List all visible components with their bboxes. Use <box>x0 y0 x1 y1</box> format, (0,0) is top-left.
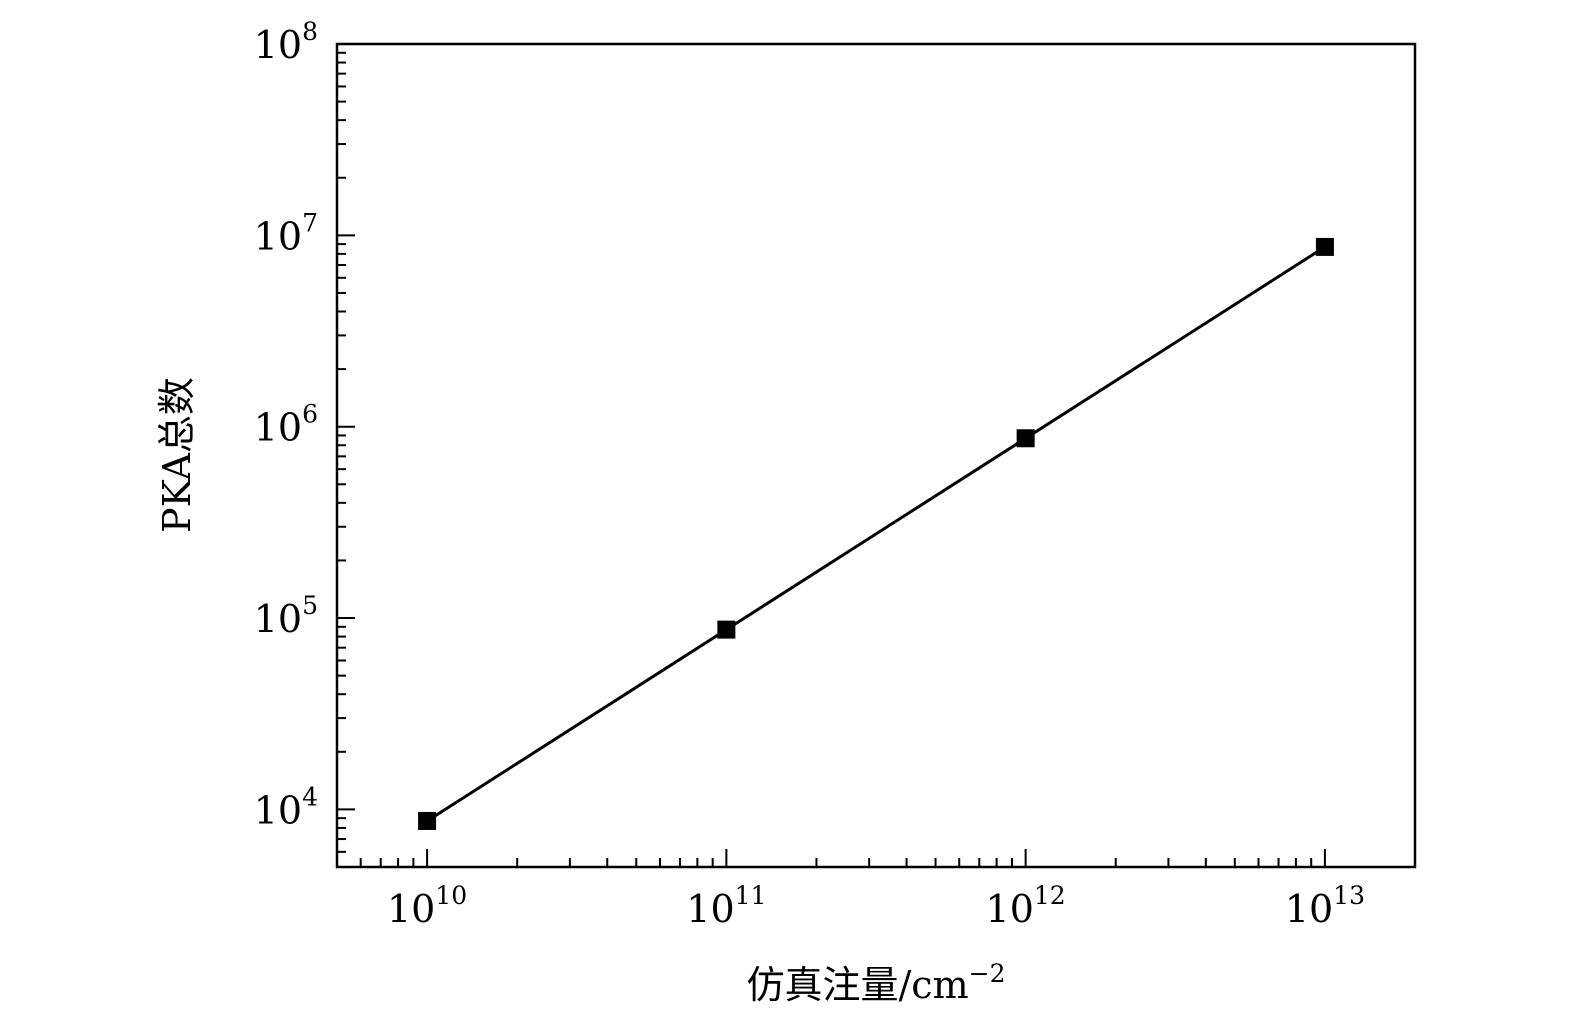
y-tick-label: 108 <box>254 17 318 67</box>
data-series <box>418 237 1334 830</box>
x-tick-label: 1012 <box>986 881 1066 931</box>
x-axis-label: 仿真注量/cm−2 <box>747 959 1006 1007</box>
y-tick-label: 107 <box>254 208 318 258</box>
axis-ticks <box>336 43 1416 868</box>
x-axis-label-exponent: −2 <box>969 959 1006 988</box>
series-line <box>426 245 1326 823</box>
y-tick-label: 106 <box>254 400 318 450</box>
plot-frame <box>335 42 1417 869</box>
data-point <box>1016 429 1035 448</box>
y-tick-label: 104 <box>254 782 318 832</box>
x-tick-labels: 1010 1011 1012 1013 <box>387 881 1365 931</box>
data-point <box>1315 237 1334 256</box>
x-tick-label: 1011 <box>686 881 766 931</box>
x-axis-label-text: 仿真注量/cm <box>747 963 969 1007</box>
x-tick-label: 1010 <box>387 881 467 931</box>
y-tick-label: 105 <box>254 591 318 641</box>
y-tick-labels: 104 105 106 107 108 <box>254 17 318 832</box>
data-point <box>418 811 437 830</box>
data-point <box>717 620 736 639</box>
y-axis-label: PKA总数 <box>155 377 199 533</box>
x-tick-label: 1013 <box>1285 881 1365 931</box>
